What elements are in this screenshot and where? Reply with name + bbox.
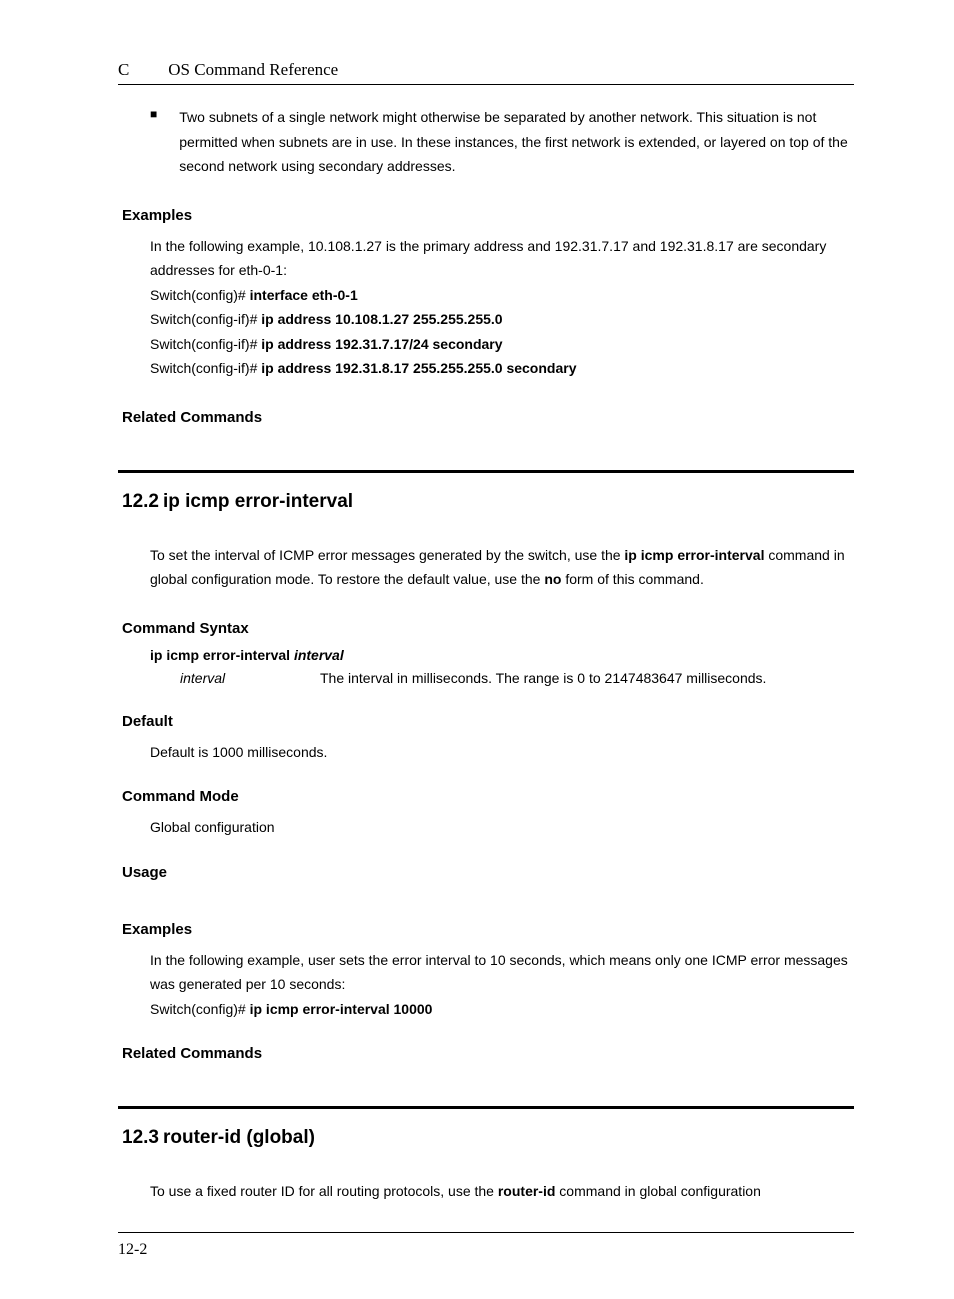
- cli-line: Switch(config)# interface eth-0-1: [150, 283, 854, 308]
- section-intro: To use a fixed router ID for all routing…: [150, 1179, 854, 1204]
- cli-line: Switch(config-if)# ip address 192.31.8.1…: [150, 356, 854, 381]
- param-name: interval: [180, 667, 320, 689]
- section-intro: To set the interval of ICMP error messag…: [150, 543, 854, 592]
- header-title: OS Command Reference: [168, 60, 338, 79]
- heading-related-commands: Related Commands: [122, 409, 854, 426]
- heading-command-mode: Command Mode: [122, 788, 854, 805]
- section-number: 12.2: [122, 491, 159, 513]
- heading-usage: Usage: [122, 864, 854, 881]
- bullet-item: ■ Two subnets of a single network might …: [150, 105, 854, 179]
- syntax-line: ip icmp error-interval interval: [150, 647, 854, 663]
- heading-related-commands: Related Commands: [122, 1045, 854, 1062]
- cli-line: Switch(config-if)# ip address 192.31.7.1…: [150, 332, 854, 357]
- section-divider: [118, 470, 854, 473]
- example-intro: In the following example, user sets the …: [150, 948, 854, 997]
- example-intro: In the following example, 10.108.1.27 is…: [150, 234, 854, 283]
- heading-examples: Examples: [122, 921, 854, 938]
- section-heading: 12.2ip icmp error-interval: [122, 491, 854, 513]
- heading-examples: Examples: [122, 207, 854, 224]
- section-title: ip icmp error-interval: [163, 491, 353, 512]
- section-title: router-id (global): [163, 1127, 315, 1148]
- bullet-square-icon: ■: [150, 107, 157, 179]
- header-section-letter: C: [118, 60, 164, 80]
- heading-command-syntax: Command Syntax: [122, 620, 854, 637]
- page-number: 12-2: [118, 1241, 854, 1259]
- default-text: Default is 1000 milliseconds.: [150, 740, 854, 765]
- section-heading: 12.3router-id (global): [122, 1127, 854, 1149]
- param-desc: The interval in milliseconds. The range …: [320, 667, 854, 689]
- section-divider: [118, 1106, 854, 1109]
- page-header: C OS Command Reference: [118, 60, 854, 85]
- cli-line: Switch(config-if)# ip address 10.108.1.2…: [150, 307, 854, 332]
- mode-text: Global configuration: [150, 815, 854, 840]
- param-row: interval The interval in milliseconds. T…: [180, 667, 854, 689]
- cli-line: Switch(config)# ip icmp error-interval 1…: [150, 997, 854, 1022]
- heading-default: Default: [122, 713, 854, 730]
- section-number: 12.3: [122, 1127, 159, 1149]
- footer-divider: [118, 1232, 854, 1233]
- bullet-text: Two subnets of a single network might ot…: [179, 105, 854, 179]
